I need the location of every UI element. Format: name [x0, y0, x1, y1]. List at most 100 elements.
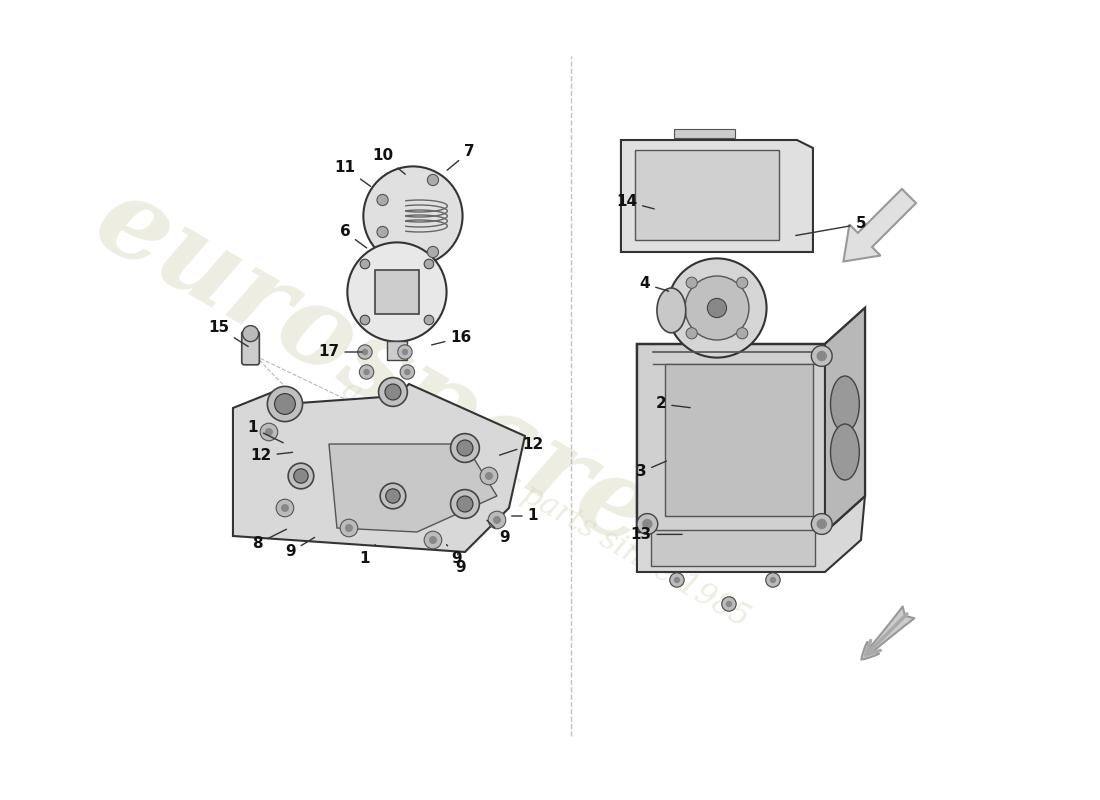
- Circle shape: [360, 315, 370, 325]
- Circle shape: [816, 519, 827, 530]
- Polygon shape: [637, 496, 865, 572]
- Circle shape: [770, 577, 777, 583]
- Circle shape: [345, 524, 353, 532]
- Text: 6: 6: [340, 225, 366, 248]
- Text: 16: 16: [431, 330, 472, 345]
- Text: 4: 4: [639, 277, 669, 291]
- Text: 12: 12: [251, 449, 293, 463]
- Circle shape: [816, 351, 827, 362]
- Text: 2: 2: [656, 397, 690, 411]
- Text: eurospares: eurospares: [76, 166, 726, 602]
- Text: 7: 7: [447, 145, 474, 170]
- Circle shape: [385, 384, 402, 400]
- Circle shape: [425, 531, 442, 549]
- FancyBboxPatch shape: [650, 530, 815, 566]
- Text: 9: 9: [487, 520, 510, 545]
- Circle shape: [451, 434, 480, 462]
- Circle shape: [637, 514, 658, 534]
- Circle shape: [642, 519, 652, 530]
- FancyBboxPatch shape: [386, 341, 407, 360]
- Circle shape: [456, 496, 473, 512]
- FancyArrow shape: [844, 189, 916, 262]
- Circle shape: [381, 483, 406, 509]
- Circle shape: [737, 277, 748, 288]
- FancyBboxPatch shape: [674, 129, 736, 138]
- Circle shape: [280, 504, 289, 512]
- Text: 8: 8: [252, 530, 286, 551]
- Circle shape: [425, 259, 433, 269]
- Text: 1: 1: [360, 545, 375, 566]
- Circle shape: [267, 386, 303, 422]
- Text: 14: 14: [616, 194, 654, 209]
- Circle shape: [674, 577, 680, 583]
- Circle shape: [360, 365, 374, 379]
- Circle shape: [276, 499, 294, 517]
- Text: 15: 15: [208, 321, 249, 346]
- Circle shape: [377, 226, 388, 238]
- Polygon shape: [621, 140, 813, 252]
- Circle shape: [488, 511, 506, 529]
- Circle shape: [243, 326, 258, 342]
- Circle shape: [275, 394, 296, 414]
- Text: 9: 9: [447, 545, 462, 566]
- Polygon shape: [329, 444, 497, 532]
- Text: 17: 17: [318, 345, 362, 359]
- Circle shape: [812, 346, 833, 366]
- Text: 12: 12: [499, 437, 543, 455]
- Circle shape: [726, 601, 733, 607]
- Circle shape: [428, 246, 439, 258]
- Circle shape: [377, 194, 388, 206]
- Circle shape: [348, 242, 447, 342]
- Text: 10: 10: [373, 149, 405, 174]
- Circle shape: [404, 369, 410, 375]
- Circle shape: [340, 519, 358, 537]
- Ellipse shape: [830, 424, 859, 480]
- Circle shape: [485, 472, 493, 480]
- Circle shape: [360, 259, 370, 269]
- Text: a passion for parts since 1985: a passion for parts since 1985: [336, 374, 755, 634]
- Circle shape: [400, 365, 415, 379]
- Circle shape: [685, 276, 749, 340]
- Text: 13: 13: [630, 527, 682, 542]
- Circle shape: [363, 369, 370, 375]
- Text: 1: 1: [248, 421, 284, 442]
- Circle shape: [668, 258, 767, 358]
- Circle shape: [722, 597, 736, 611]
- FancyBboxPatch shape: [635, 150, 779, 240]
- Circle shape: [707, 298, 727, 318]
- Text: 11: 11: [334, 161, 371, 186]
- Polygon shape: [666, 364, 813, 516]
- Circle shape: [686, 328, 697, 339]
- Circle shape: [386, 489, 400, 503]
- Circle shape: [456, 440, 473, 456]
- Circle shape: [670, 573, 684, 587]
- Text: 5: 5: [795, 217, 867, 235]
- Circle shape: [402, 349, 408, 355]
- Circle shape: [737, 328, 748, 339]
- Circle shape: [288, 463, 313, 489]
- Circle shape: [429, 536, 437, 544]
- Text: 9: 9: [455, 553, 466, 575]
- FancyBboxPatch shape: [375, 270, 419, 314]
- Circle shape: [812, 514, 833, 534]
- Circle shape: [428, 174, 439, 186]
- Circle shape: [378, 378, 407, 406]
- Circle shape: [451, 490, 480, 518]
- Circle shape: [362, 349, 369, 355]
- Polygon shape: [825, 308, 865, 532]
- Circle shape: [425, 315, 433, 325]
- Polygon shape: [233, 384, 525, 552]
- FancyBboxPatch shape: [242, 331, 260, 365]
- Circle shape: [363, 166, 463, 266]
- Ellipse shape: [830, 376, 859, 432]
- Circle shape: [686, 277, 697, 288]
- Text: 1: 1: [512, 509, 538, 523]
- Circle shape: [358, 345, 372, 359]
- Text: 3: 3: [636, 461, 667, 479]
- Circle shape: [294, 469, 308, 483]
- Circle shape: [398, 345, 412, 359]
- Circle shape: [481, 467, 498, 485]
- Circle shape: [766, 573, 780, 587]
- Circle shape: [265, 428, 273, 436]
- Polygon shape: [637, 308, 865, 532]
